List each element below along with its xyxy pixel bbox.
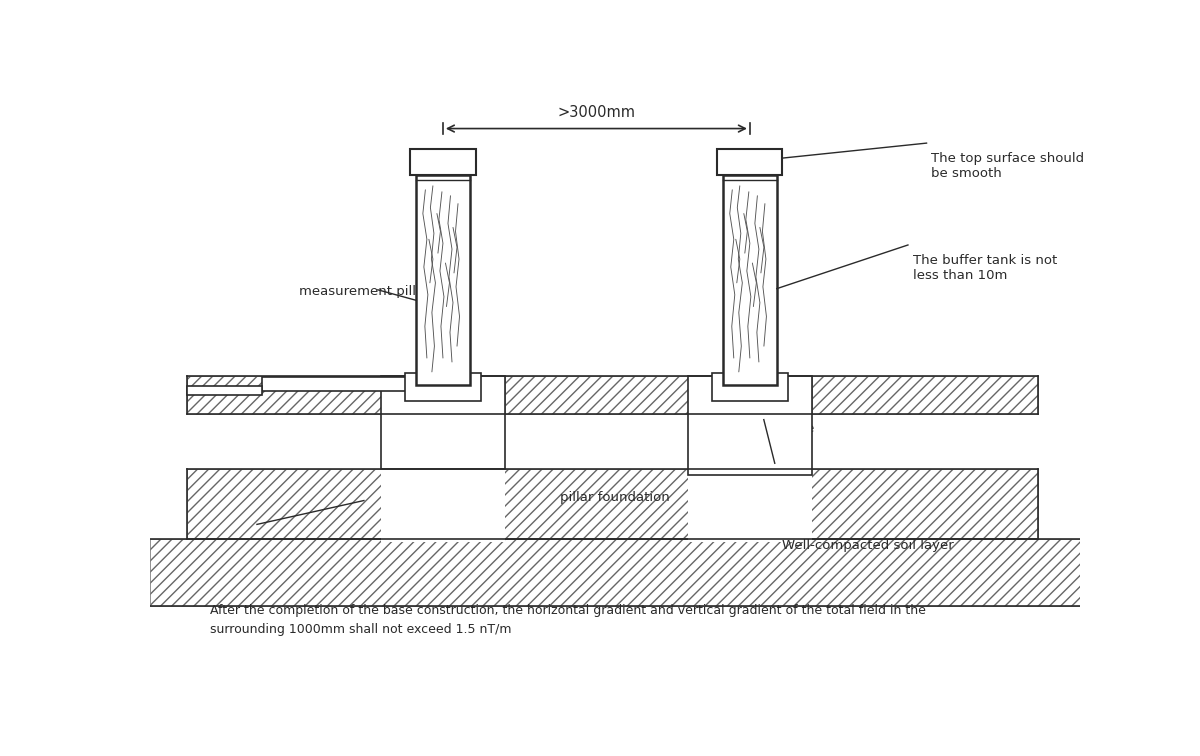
Text: pillar foundation: pillar foundation	[560, 491, 670, 503]
Bar	[505, 376, 688, 414]
Bar	[688, 466, 812, 542]
Text: pillar base: pillar base	[745, 422, 815, 435]
Bar	[187, 376, 380, 414]
Bar	[722, 175, 776, 385]
Bar	[410, 149, 475, 175]
Bar	[380, 466, 505, 542]
Bar	[404, 373, 481, 401]
Bar	[380, 376, 505, 469]
Text: The top surface should
be smooth: The top surface should be smooth	[931, 152, 1085, 180]
Text: The buffer tank is not
less than 10m: The buffer tank is not less than 10m	[912, 254, 1057, 282]
Bar	[688, 376, 812, 475]
Bar	[416, 175, 470, 385]
Bar	[187, 386, 262, 395]
Bar	[712, 373, 788, 401]
Bar	[718, 149, 782, 175]
Text: >3000mm: >3000mm	[557, 105, 636, 120]
Text: measurement pillar: measurement pillar	[299, 285, 430, 298]
Text: After the completion of the base construction, the horizontal gradient and verti: After the completion of the base constru…	[210, 605, 926, 637]
Text: Well-compacted soil layer: Well-compacted soil layer	[782, 540, 954, 553]
Bar	[187, 469, 1038, 539]
Bar	[262, 377, 408, 391]
Bar	[150, 539, 1080, 606]
Bar	[812, 376, 1038, 414]
